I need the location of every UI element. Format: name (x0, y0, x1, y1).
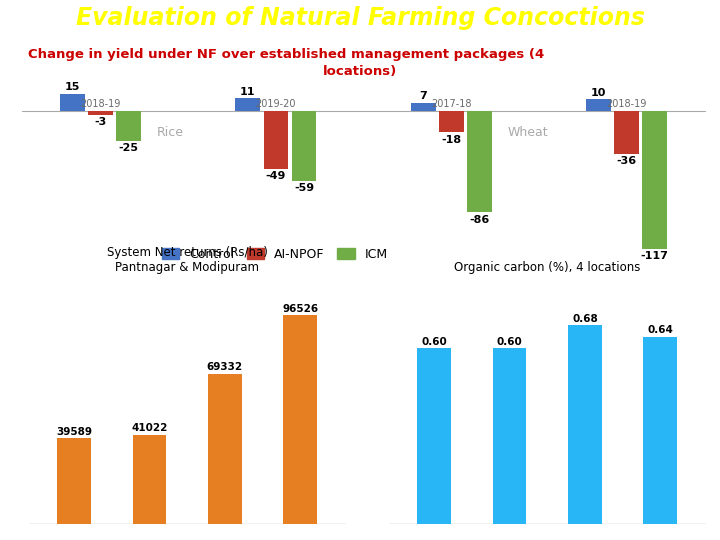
Text: Change in yield under NF over established management packages (4: Change in yield under NF over establishe… (28, 48, 544, 61)
Legend: Control, AI-NPOF, ICM: Control, AI-NPOF, ICM (156, 242, 393, 266)
Bar (116, 111, 141, 140)
Text: 41022: 41022 (131, 423, 168, 434)
Bar (411, 103, 436, 111)
Text: 2018-19: 2018-19 (81, 99, 121, 109)
Text: 11: 11 (240, 86, 256, 97)
Text: 96526: 96526 (282, 303, 318, 314)
Text: 2018-19: 2018-19 (606, 99, 647, 109)
Text: -49: -49 (266, 171, 286, 181)
Text: -18: -18 (441, 135, 462, 145)
Text: Evaluation of Natural Farming Concoctions: Evaluation of Natural Farming Concoction… (76, 5, 644, 30)
Text: 69332: 69332 (207, 362, 243, 372)
Text: -59: -59 (294, 183, 314, 193)
Bar (614, 111, 639, 153)
Text: -3: -3 (94, 117, 107, 127)
Bar (264, 111, 288, 169)
Text: -25: -25 (119, 143, 138, 153)
Bar (417, 348, 451, 524)
Text: Rice: Rice (157, 126, 184, 139)
Title: System Net returns (Rs/ha)
Pantnagar & Modipuram: System Net returns (Rs/ha) Pantnagar & M… (107, 246, 268, 274)
Text: 0.60: 0.60 (421, 337, 447, 347)
Bar (284, 315, 318, 524)
Text: 2017-18: 2017-18 (431, 99, 472, 109)
Bar (586, 99, 611, 111)
Bar (235, 98, 260, 111)
Bar (292, 111, 316, 180)
Text: Wheat: Wheat (508, 126, 548, 139)
Text: 0.68: 0.68 (572, 314, 598, 323)
Text: 7: 7 (419, 91, 427, 101)
Text: 2019-20: 2019-20 (256, 99, 296, 109)
Bar (88, 111, 113, 115)
Bar (132, 435, 166, 524)
Title: Organic carbon (%), 4 locations: Organic carbon (%), 4 locations (454, 261, 640, 274)
Bar (492, 348, 526, 524)
Bar (60, 93, 85, 111)
Bar (644, 337, 678, 524)
Bar (208, 374, 242, 524)
Text: -117: -117 (641, 251, 669, 261)
Bar (568, 325, 602, 524)
Text: -36: -36 (616, 156, 636, 166)
Text: 0.60: 0.60 (497, 337, 523, 347)
Bar (467, 111, 492, 212)
Bar (642, 111, 667, 249)
Text: 39589: 39589 (56, 427, 92, 436)
Text: 0.64: 0.64 (647, 325, 673, 335)
Text: -86: -86 (469, 215, 490, 225)
Bar (439, 111, 464, 132)
Bar (57, 438, 91, 524)
Text: 10: 10 (591, 87, 606, 98)
Text: locations): locations) (323, 65, 397, 78)
Text: 15: 15 (65, 82, 80, 92)
